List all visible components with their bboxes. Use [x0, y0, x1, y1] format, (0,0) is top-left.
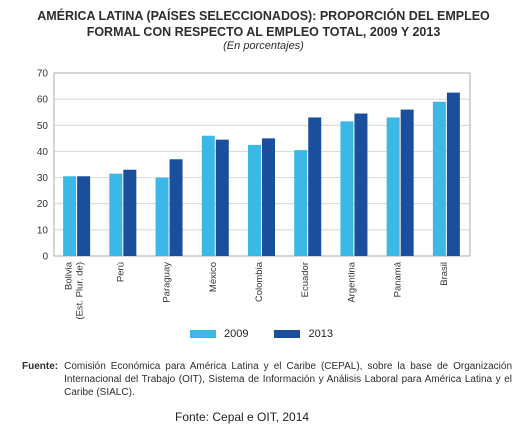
source-note: Fuente: Comisión Económica para América …: [22, 360, 512, 399]
x-tick-label-6-0: Argentina: [346, 261, 357, 302]
bar-2013-7: [400, 109, 414, 256]
x-tick-label-0-0: Bolivia: [64, 261, 75, 290]
y-tick-label-20: 20: [37, 199, 49, 210]
legend-label-2009: 2009: [224, 328, 249, 340]
x-tick-label-2-0: Paraguay: [162, 262, 173, 303]
x-tick-label-4-0: Colombia: [254, 261, 265, 302]
bar-2013-5: [308, 117, 322, 256]
legend-label-2013: 2013: [308, 328, 333, 340]
x-tick-label-3-0: México: [208, 262, 219, 292]
chart-title-line-2: FORMAL CON RESPECTO AL EMPLEO TOTAL, 200…: [86, 25, 441, 39]
x-tick-label-1-0: Perú: [115, 262, 126, 282]
chart-title-line-1: AMÉRICA LATINA (PAÍSES SELECCIONADOS): P…: [37, 9, 490, 23]
y-tick-label-30: 30: [37, 173, 49, 184]
bar-2009-1: [109, 173, 123, 256]
bar-2009-6: [340, 121, 354, 256]
x-tick-label-8-0: Brasil: [439, 262, 450, 286]
x-tick-label-0-1: (Est. Plur. de): [75, 262, 86, 320]
y-tick-label-0: 0: [42, 252, 48, 263]
bar-2009-0: [63, 176, 77, 256]
bar-2013-0: [77, 176, 91, 256]
caption: Fonte: Cepal e OIT, 2014: [175, 410, 310, 424]
y-tick-label-10: 10: [37, 225, 49, 236]
x-tick-label-5-0: Ecuador: [300, 262, 311, 297]
bar-2013-1: [123, 169, 137, 256]
y-tick-label-40: 40: [37, 147, 49, 158]
bar-2013-6: [354, 113, 368, 257]
bar-2009-5: [294, 150, 308, 256]
legend-swatch-2013: [274, 330, 301, 338]
legend-item-2009: 2009: [190, 328, 248, 340]
source-label: Fuente:: [22, 361, 59, 372]
chart-legend: 2009 2013: [190, 328, 359, 340]
legend-swatch-2009: [190, 330, 216, 338]
bar-2009-4: [248, 144, 261, 256]
chart-subtitle: (En porcentajes): [223, 40, 304, 52]
bar-2013-4: [262, 138, 275, 256]
y-tick-label-70: 70: [37, 69, 49, 80]
bar-2009-2: [155, 177, 169, 256]
x-tick-label-7-0: Panamá: [393, 261, 404, 297]
bar-2009-7: [386, 117, 400, 256]
y-tick-label-60: 60: [37, 95, 49, 106]
chart-title: AMÉRICA LATINA (PAÍSES SELECCIONADOS): P…: [0, 8, 527, 40]
bar-2009-3: [201, 135, 215, 256]
bar-2013-8: [446, 92, 460, 256]
source-text: Comisión Económica para América Latina y…: [64, 361, 512, 398]
bar-2013-3: [215, 139, 229, 256]
y-tick-label-50: 50: [37, 121, 49, 132]
bar-2009-8: [432, 101, 446, 256]
legend-item-2013: 2013: [274, 328, 333, 340]
bar-2013-2: [169, 159, 183, 256]
